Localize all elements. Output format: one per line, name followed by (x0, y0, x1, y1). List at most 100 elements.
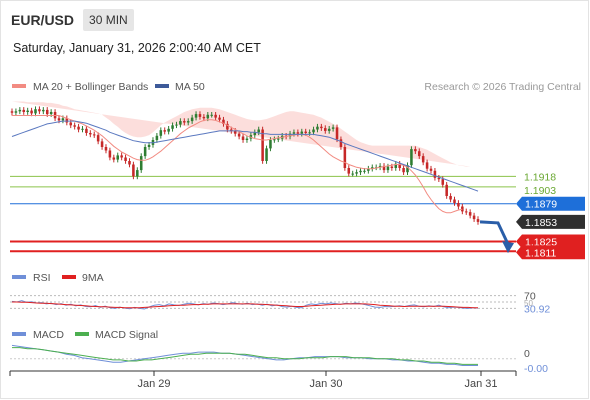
candle-body (406, 165, 409, 173)
candle (136, 167, 139, 180)
candle (179, 118, 182, 128)
candle (374, 164, 378, 171)
legend-rsi-swatch (12, 275, 26, 279)
candle-body (214, 114, 217, 118)
candle-body (331, 127, 335, 129)
candle-body (359, 170, 362, 173)
candle-body (92, 134, 96, 136)
candle (433, 168, 437, 181)
candle-body (179, 121, 182, 125)
candle-body (461, 206, 464, 212)
candle (89, 130, 92, 138)
ma50-line (11, 120, 479, 192)
candle (14, 108, 18, 116)
candle (210, 112, 213, 118)
candle-body (265, 148, 268, 161)
candle-body (163, 130, 166, 132)
candle (34, 106, 37, 117)
candle (253, 129, 257, 138)
x-tick-label: Jan 29 (137, 378, 170, 390)
candle-body (22, 109, 26, 112)
candle (394, 161, 398, 171)
last-price-tag-bg (516, 214, 585, 229)
candle-body (38, 109, 41, 112)
candle-body (300, 131, 304, 134)
legend-macd-signal-swatch (75, 332, 89, 336)
candle-body (253, 132, 257, 136)
candle (183, 118, 186, 126)
candle (132, 161, 135, 180)
candle (449, 193, 452, 203)
candle-body (269, 140, 272, 149)
candle-body (433, 170, 437, 178)
candle-body (218, 117, 221, 120)
candle-body (210, 114, 213, 116)
candle-body (42, 109, 45, 112)
candle-body (476, 219, 480, 222)
candle (382, 163, 386, 173)
candle-body (296, 132, 300, 134)
candle (237, 130, 241, 140)
candle-body (186, 121, 190, 123)
macd-zero-label: 0 (524, 348, 530, 360)
candle (124, 154, 127, 164)
candle-body (324, 128, 327, 131)
candle (22, 107, 26, 115)
candle (186, 118, 190, 126)
candle-body (230, 129, 233, 131)
forecast-arrowhead (502, 241, 514, 254)
candle-body (421, 156, 425, 163)
candle (222, 116, 225, 127)
timeframe-badge[interactable]: 30 MIN (83, 9, 134, 31)
legend-macd-signal-label: MACD Signal (95, 329, 158, 341)
candle-body (445, 184, 448, 196)
candle (476, 216, 480, 225)
candle (277, 135, 280, 143)
candle-body (85, 128, 88, 133)
candle-body (104, 147, 108, 151)
candle (167, 126, 170, 135)
candle (26, 107, 29, 115)
candle (163, 127, 166, 135)
candle-body (277, 138, 280, 140)
candle (421, 153, 425, 166)
candle-body (351, 173, 354, 175)
legend-ma20-swatch (12, 84, 26, 88)
candle-body (347, 168, 351, 174)
candle-body (34, 109, 37, 114)
copyright-label: Research © 2026 Trading Central (424, 81, 581, 93)
candle-body (457, 203, 460, 207)
legend-ma50-label: MA 50 (175, 81, 205, 93)
candle (218, 114, 221, 123)
candle (257, 126, 260, 136)
candle-body (116, 155, 120, 160)
symbol-label: EUR/USD (11, 12, 75, 28)
candle (312, 126, 315, 136)
resistance-label-2: 1.1903 (524, 185, 556, 197)
candle (457, 200, 460, 210)
candle-body (472, 215, 476, 220)
candle (171, 122, 174, 132)
datetime-label: Saturday, January 31, 2026 2:00:40 AM CE… (13, 41, 261, 55)
legend-9ma-label: 9MA (82, 272, 104, 284)
candle-body (320, 126, 323, 129)
candle-body (77, 126, 80, 130)
candle (316, 123, 319, 133)
candle-body (222, 119, 225, 124)
candle (320, 123, 323, 131)
candle-body (112, 157, 116, 160)
candle (120, 152, 123, 161)
candle-body (73, 125, 76, 127)
rsi-9ma-line (12, 301, 478, 309)
candle (77, 123, 80, 133)
candle (112, 154, 116, 163)
candle (245, 135, 249, 143)
legend-ma50-swatch (155, 84, 169, 88)
candle (81, 126, 84, 133)
candle (104, 144, 108, 154)
candle-body (14, 111, 18, 113)
candle-body (194, 114, 198, 118)
candle (38, 106, 41, 115)
candle (30, 107, 33, 117)
candle (351, 170, 354, 177)
